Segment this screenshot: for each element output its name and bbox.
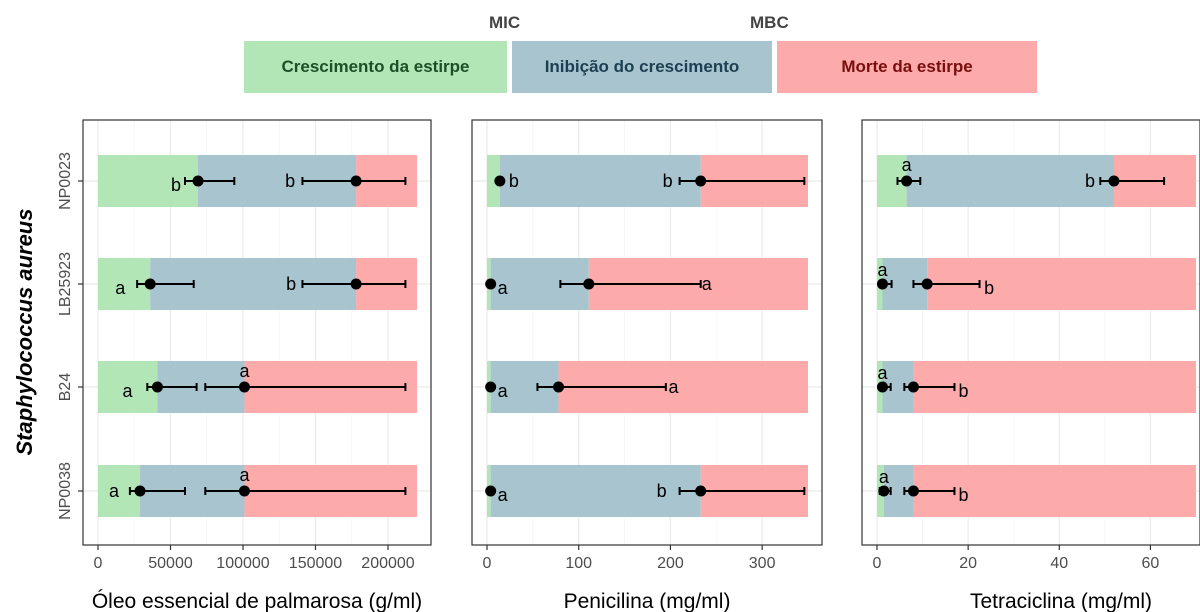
panel-border — [82, 119, 432, 546]
mbc-significance-letter: b — [657, 481, 667, 501]
mbc-significance-letter: b — [285, 171, 295, 191]
x-tick-label: 100 — [565, 555, 592, 572]
mbc-significance-letter: a — [239, 465, 250, 485]
x-axis-title: Penicilina (mg/ml) — [564, 590, 731, 612]
mic-significance-letter: a — [109, 481, 120, 501]
x-tick-label: 60 — [1142, 555, 1160, 572]
bar-inhibition — [490, 465, 701, 517]
mic-point — [876, 381, 888, 393]
y-tick-label: NP0023 — [57, 152, 74, 210]
x-tick-label: 0 — [873, 555, 882, 572]
panel-3 — [861, 119, 1200, 546]
mbc-point — [695, 485, 707, 497]
panel-plot-area — [472, 120, 822, 545]
mic-significance-letter: a — [115, 278, 126, 298]
y-tick-label: LB25923 — [57, 252, 74, 316]
mic-point — [151, 381, 163, 393]
mbc-marker-label: MBC — [750, 13, 789, 32]
bar-death — [913, 361, 1196, 413]
mbc-significance-letter: a — [239, 361, 250, 381]
bar-growth — [487, 155, 500, 207]
mbc-point — [921, 278, 933, 290]
mic-significance-letter: a — [498, 381, 509, 401]
panel-border — [471, 119, 823, 546]
x-tick-label: 200 — [657, 555, 684, 572]
mbc-significance-letter: b — [663, 171, 673, 191]
mbc-significance-letter: a — [669, 377, 680, 397]
mbc-point — [350, 175, 362, 187]
legend-inhibition-zone: Inibição do crescimento — [512, 41, 772, 93]
mic-point — [485, 278, 497, 290]
legend-death-label: Morte da estirpe — [841, 57, 973, 76]
mbc-point — [238, 485, 250, 497]
bar-growth — [98, 155, 199, 207]
mbc-point — [238, 381, 250, 393]
mbc-significance-letter: b — [984, 278, 994, 298]
x-tick-label: 40 — [1050, 555, 1068, 572]
legend-death-zone: Morte da estirpe — [777, 41, 1037, 93]
bar-death — [913, 465, 1196, 517]
x-tick-label: 100000 — [216, 555, 269, 572]
mic-significance-letter: a — [498, 278, 509, 298]
mbc-significance-letter: a — [702, 274, 713, 294]
mbc-point — [350, 278, 362, 290]
mbc-point — [553, 381, 565, 393]
mic-point — [192, 175, 204, 187]
mbc-point — [907, 381, 919, 393]
legend-growth-label: Crescimento da estirpe — [281, 57, 470, 76]
legend: MIC MBC Crescimento da estirpe Inibição … — [0, 0, 1200, 100]
mic-marker-label: MIC — [489, 13, 521, 32]
y-tick-label: B24 — [57, 373, 74, 402]
x-tick-label: 150000 — [289, 555, 342, 572]
mic-significance-letter: a — [877, 363, 888, 383]
mic-point — [144, 278, 156, 290]
mic-significance-letter: a — [498, 485, 509, 505]
x-tick-label: 0 — [94, 555, 103, 572]
panel-plot-area — [83, 120, 431, 545]
x-tick-label: 200000 — [361, 555, 414, 572]
x-tick-label: 50000 — [148, 555, 193, 572]
x-tick-label: 0 — [483, 555, 492, 572]
mic-point — [901, 175, 913, 187]
mbc-point — [1108, 175, 1120, 187]
x-tick-label: 20 — [959, 555, 977, 572]
mic-significance-letter: a — [877, 260, 888, 280]
mbc-point — [583, 278, 595, 290]
mbc-significance-letter: b — [958, 381, 968, 401]
mbc-significance-letter: b — [286, 274, 296, 294]
bar-inhibition — [499, 155, 701, 207]
panel-plot-area — [862, 120, 1200, 545]
mic-point — [878, 485, 890, 497]
mbc-significance-letter: b — [1085, 171, 1095, 191]
mic-point — [134, 485, 146, 497]
mic-point — [494, 175, 506, 187]
bar-inhibition — [906, 155, 1114, 207]
mic-significance-letter: a — [122, 381, 133, 401]
mic-point — [485, 381, 497, 393]
mic-significance-letter: a — [902, 155, 913, 175]
x-tick-label: 300 — [749, 555, 776, 572]
x-axis-title: Óleo essencial de palmarosa (g/ml) — [92, 590, 422, 612]
panel-1 — [82, 119, 432, 546]
mbc-significance-letter: b — [958, 485, 968, 505]
x-axis-title: Tetraciclina (mg/ml) — [970, 590, 1152, 612]
legend-growth-zone: Crescimento da estirpe — [244, 41, 507, 93]
panel-2 — [471, 119, 823, 546]
mbc-point — [695, 175, 707, 187]
panel-border — [861, 119, 1200, 546]
mic-significance-letter: a — [879, 467, 890, 487]
mic-point — [485, 485, 497, 497]
legend-inhibition-label: Inibição do crescimento — [544, 57, 740, 76]
y-tick-label: NP0038 — [57, 462, 74, 520]
mbc-point — [907, 485, 919, 497]
mic-significance-letter: b — [171, 175, 181, 195]
mic-point — [876, 278, 888, 290]
mic-significance-letter: b — [509, 171, 519, 191]
